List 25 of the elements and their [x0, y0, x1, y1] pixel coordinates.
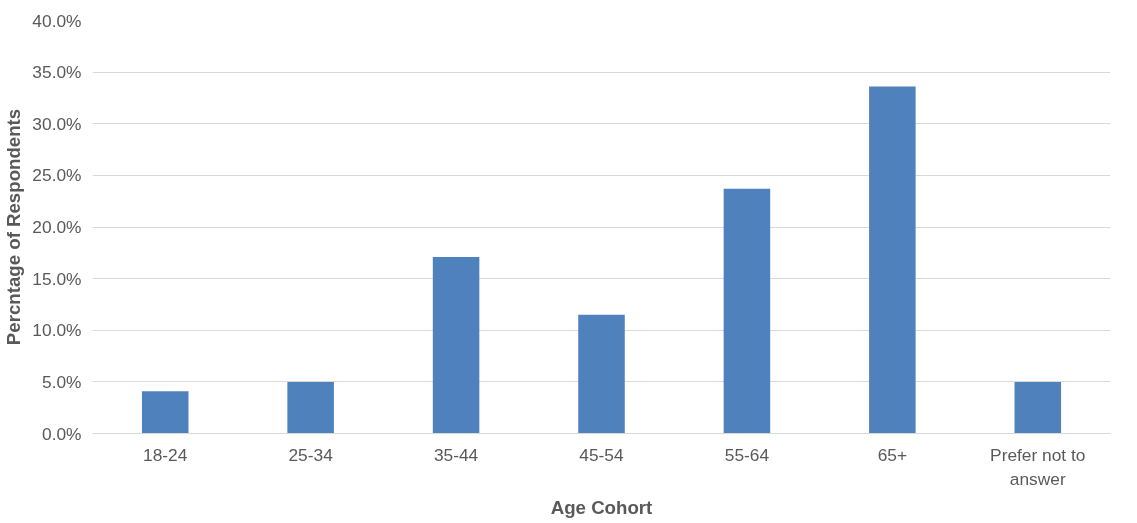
x-tick-label: 45-54: [579, 444, 625, 465]
y-tick-label: 25.0%: [32, 165, 82, 186]
x-tick-label: 18-24: [143, 444, 188, 465]
bar: [287, 381, 334, 434]
y-tick-label: 20.0%: [32, 217, 82, 237]
bar: [141, 391, 189, 434]
bar: [1014, 381, 1062, 434]
x-tick-label: 25-34: [288, 444, 334, 465]
bar: [578, 314, 625, 434]
y-tick-label: 10.0%: [32, 320, 82, 341]
y-tick-label: 30.0%: [32, 113, 82, 134]
x-tick-label: 35-44: [433, 444, 479, 465]
bar: [723, 188, 771, 434]
y-tick-label: 40.0%: [32, 10, 82, 31]
y-tick-label: 0.0%: [42, 423, 82, 444]
bar: [869, 86, 916, 434]
y-tick-label: 15.0%: [32, 268, 82, 289]
y-tick-label: 35.0%: [32, 62, 82, 83]
x-tick-label: 55-64: [724, 444, 770, 465]
bar: [432, 256, 480, 434]
x-axis-title: Age Cohort: [550, 496, 653, 518]
x-tick-label: 65+: [877, 444, 908, 465]
x-tick-label: Prefer not to answer: [990, 444, 1086, 489]
y-axis-title: Percntage of Respondents: [3, 108, 25, 346]
y-tick-label: 5.0%: [42, 371, 82, 392]
